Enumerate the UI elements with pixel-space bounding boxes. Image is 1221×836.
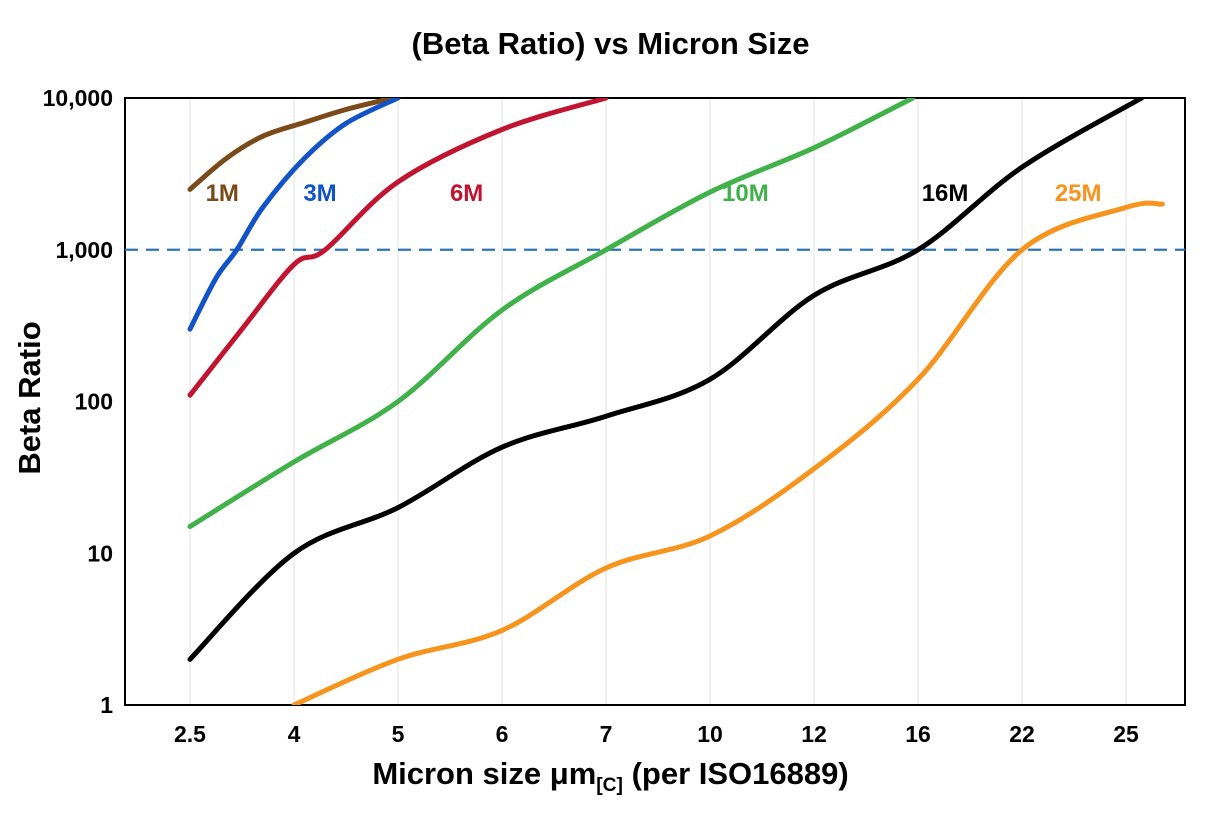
x-axis-title-rest: (per ISO16889) xyxy=(622,756,849,791)
series-line-25M xyxy=(291,200,1165,705)
series-label-3M: 3M xyxy=(303,180,336,207)
series-line-3M xyxy=(187,98,401,332)
series-line-16M xyxy=(187,98,1145,662)
x-axis-title: Micron size μm[C] (per ISO16889) xyxy=(0,756,1221,797)
chart-title: (Beta Ratio) vs Micron Size xyxy=(411,26,810,61)
y-tick-label-1: 1 xyxy=(100,692,113,718)
series-line-1M xyxy=(187,98,396,192)
series-line-6M xyxy=(187,98,609,398)
x-tick-label-6: 6 xyxy=(496,721,509,747)
y-tick-label-100: 100 xyxy=(75,389,113,415)
x-tick-label-22: 22 xyxy=(1009,721,1035,747)
x-axis-title-main: Micron size μm xyxy=(372,756,597,791)
series-label-10M: 10M xyxy=(722,180,769,207)
x-tick-label-4: 4 xyxy=(288,721,301,747)
series-group xyxy=(187,98,1165,705)
y-tick-label-10: 10 xyxy=(87,540,113,566)
x-tick-label-5: 5 xyxy=(392,721,405,747)
series-label-16M: 16M xyxy=(922,180,969,207)
series-label-6M: 6M xyxy=(450,180,483,207)
x-tick-label-12: 12 xyxy=(801,721,827,747)
x-axis-title-subscript: [C] xyxy=(596,775,623,797)
x-tick-label-2.5: 2.5 xyxy=(174,721,206,747)
x-tick-label-16: 16 xyxy=(905,721,931,747)
series-label-1M: 1M xyxy=(206,180,239,207)
series-line-10M xyxy=(187,98,916,530)
x-tick-label-7: 7 xyxy=(600,721,613,747)
plot-border xyxy=(124,97,1186,706)
x-tick-label-25: 25 xyxy=(1113,721,1139,747)
y-tick-label-10,000: 10,000 xyxy=(43,85,113,111)
x-tick-label-10: 10 xyxy=(697,721,723,747)
y-tick-label-1,000: 1,000 xyxy=(55,237,113,263)
series-label-25M: 25M xyxy=(1055,180,1102,207)
